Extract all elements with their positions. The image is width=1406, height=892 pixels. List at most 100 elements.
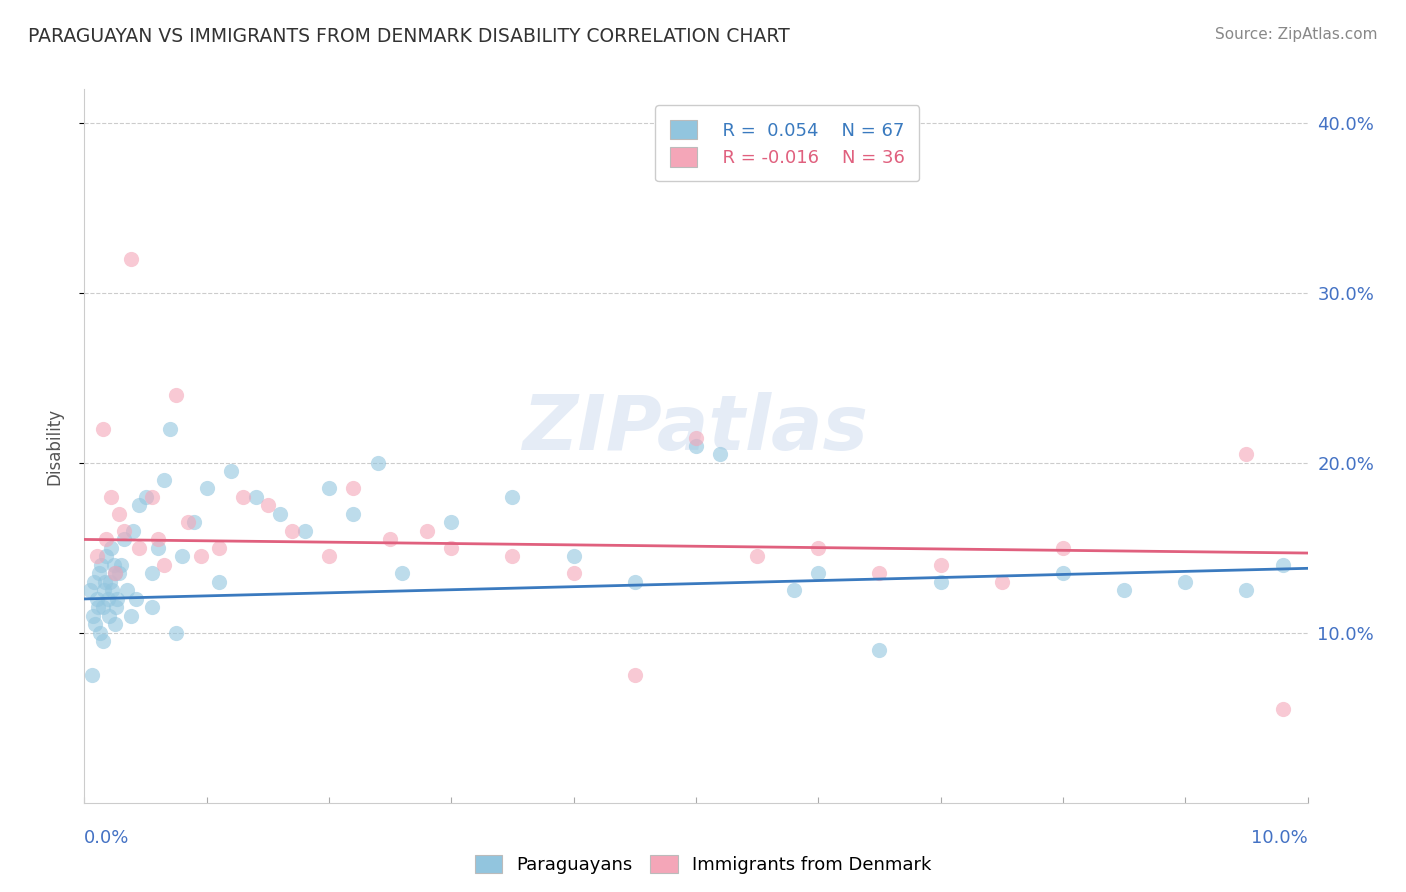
Point — [153, 558, 176, 572]
Point — [100, 490, 122, 504]
Point — [367, 456, 389, 470]
Point — [165, 626, 187, 640]
Point — [86, 591, 108, 606]
Point — [281, 524, 304, 538]
Point — [807, 541, 830, 555]
Point — [128, 499, 150, 513]
Point — [105, 591, 128, 606]
Point — [146, 533, 169, 547]
Point — [502, 490, 524, 504]
Point — [1236, 583, 1258, 598]
Point — [257, 499, 280, 513]
Point — [177, 516, 200, 530]
Point — [318, 549, 340, 564]
Point — [104, 566, 127, 581]
Point — [562, 549, 585, 564]
Point — [159, 422, 181, 436]
Point — [112, 524, 135, 538]
Point — [96, 549, 118, 564]
Text: ZIPatlas: ZIPatlas — [523, 392, 869, 466]
Point — [141, 490, 163, 504]
Text: 0.0%: 0.0% — [84, 829, 129, 847]
Point — [208, 574, 231, 589]
Point — [1272, 558, 1295, 572]
Point — [80, 668, 103, 682]
Point — [929, 558, 952, 572]
Point — [391, 566, 413, 581]
Point — [107, 566, 129, 581]
Point — [90, 558, 112, 572]
Point — [141, 566, 163, 581]
Point — [416, 524, 439, 538]
Text: PARAGUAYAN VS IMMIGRANTS FROM DENMARK DISABILITY CORRELATION CHART: PARAGUAYAN VS IMMIGRANTS FROM DENMARK DI… — [28, 27, 790, 45]
Point — [183, 516, 205, 530]
Point — [294, 524, 316, 538]
Point — [94, 574, 117, 589]
Point — [869, 643, 891, 657]
Point — [101, 583, 124, 598]
Point — [991, 574, 1014, 589]
Point — [91, 634, 114, 648]
Point — [195, 482, 218, 496]
Point — [208, 541, 231, 555]
Point — [269, 507, 291, 521]
Point — [1272, 702, 1295, 716]
Point — [93, 583, 115, 598]
Point — [105, 600, 128, 615]
Point — [342, 482, 364, 496]
Point — [172, 549, 194, 564]
Point — [122, 524, 145, 538]
Legend: Paraguayans, Immigrants from Denmark: Paraguayans, Immigrants from Denmark — [465, 846, 941, 883]
Text: Source: ZipAtlas.com: Source: ZipAtlas.com — [1215, 27, 1378, 42]
Point — [440, 541, 463, 555]
Point — [1114, 583, 1136, 598]
Point — [153, 473, 176, 487]
Point — [869, 566, 891, 581]
Y-axis label: Disability: Disability — [45, 408, 63, 484]
Point — [141, 600, 163, 615]
Text: 10.0%: 10.0% — [1251, 829, 1308, 847]
Point — [100, 541, 122, 555]
Point — [1236, 448, 1258, 462]
Point — [82, 608, 104, 623]
Point — [146, 541, 169, 555]
Point — [104, 617, 127, 632]
Point — [1174, 574, 1197, 589]
Point — [107, 507, 129, 521]
Point — [120, 252, 142, 266]
Point — [97, 608, 120, 623]
Point — [219, 465, 242, 479]
Point — [96, 533, 118, 547]
Point — [83, 574, 105, 589]
Point — [91, 422, 114, 436]
Point — [624, 574, 647, 589]
Point — [232, 490, 254, 504]
Point — [929, 574, 952, 589]
Point — [685, 430, 707, 444]
Point — [87, 600, 110, 615]
Point — [135, 490, 157, 504]
Point — [87, 566, 110, 581]
Point — [86, 549, 108, 564]
Point — [104, 566, 127, 581]
Point — [245, 490, 267, 504]
Point — [128, 541, 150, 555]
Point — [807, 566, 830, 581]
Point — [165, 388, 187, 402]
Point — [115, 583, 138, 598]
Point — [190, 549, 212, 564]
Point — [685, 439, 707, 453]
Point — [91, 600, 114, 615]
Point — [110, 558, 132, 572]
Legend:   R =  0.054    N = 67,   R = -0.016    N = 36: R = 0.054 N = 67, R = -0.016 N = 36 — [655, 105, 920, 181]
Point — [112, 533, 135, 547]
Point — [103, 558, 125, 572]
Point — [84, 617, 107, 632]
Point — [97, 591, 120, 606]
Point — [440, 516, 463, 530]
Point — [747, 549, 769, 564]
Point — [79, 583, 101, 598]
Point — [318, 482, 340, 496]
Point — [98, 574, 121, 589]
Point — [562, 566, 585, 581]
